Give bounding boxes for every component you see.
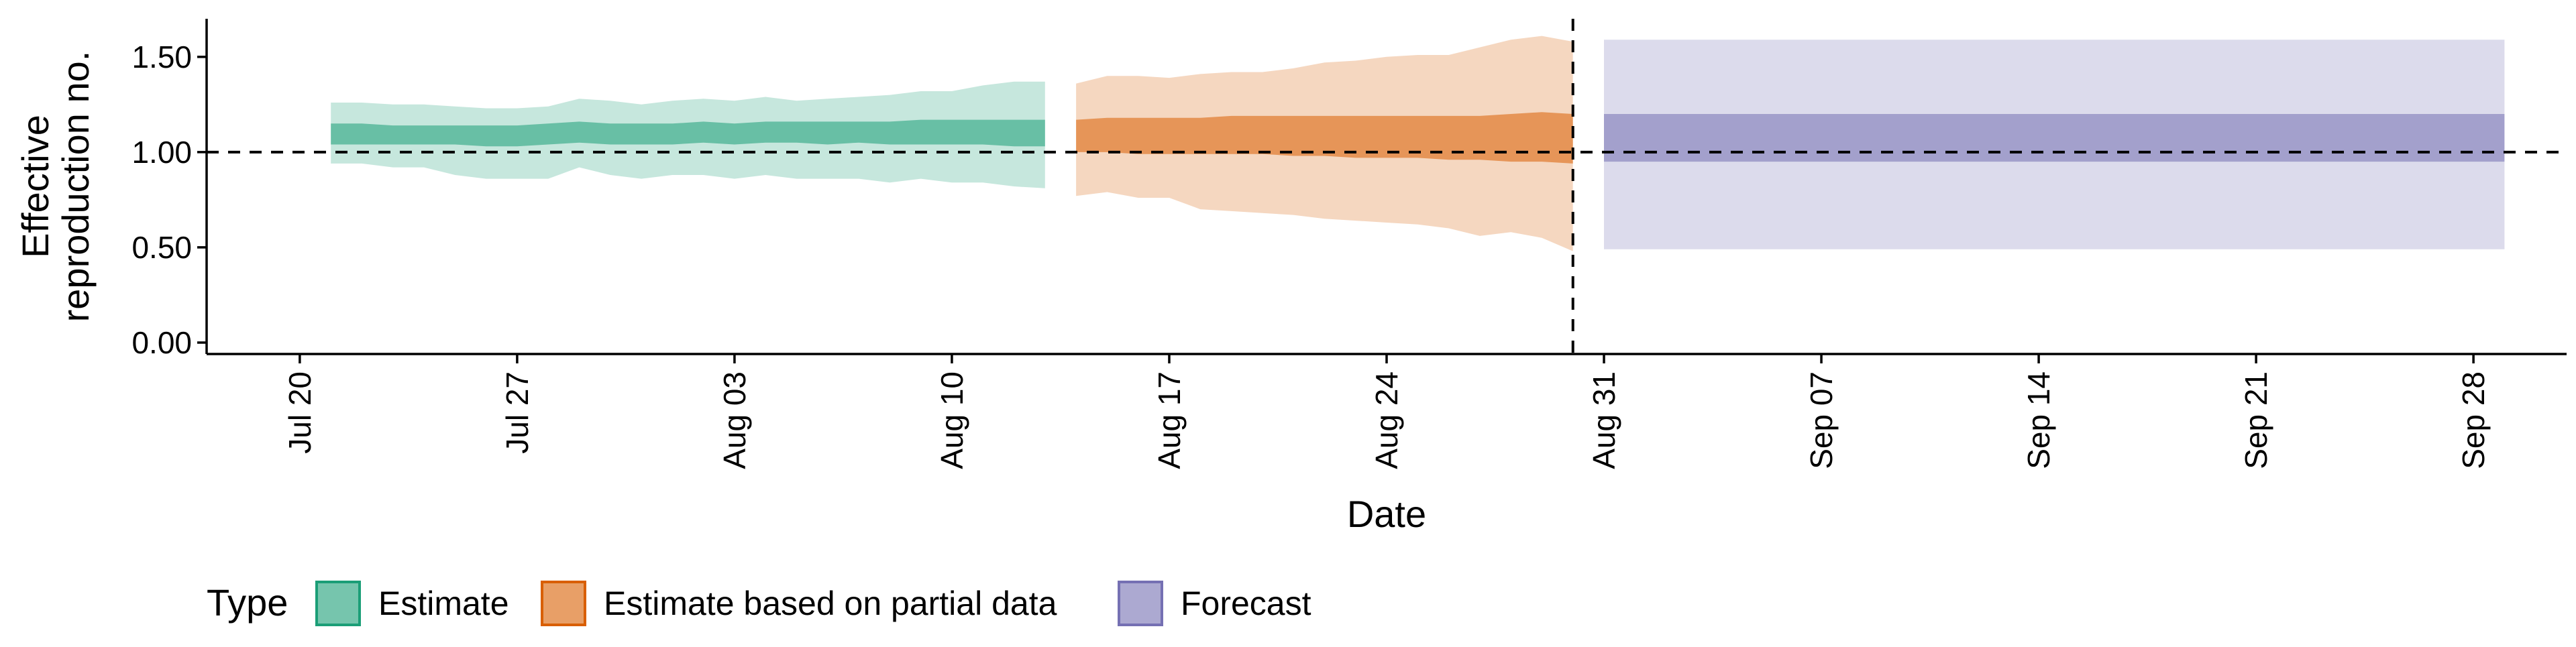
band-50-estimate (331, 119, 1045, 147)
legend-label-estimate: Estimate (378, 585, 509, 622)
x-axis-title: Date (1347, 493, 1426, 535)
legend-key-forecast (1118, 581, 1163, 626)
x-tick-label: Aug 10 (934, 371, 969, 469)
axes: 0.00 0.50 1.00 1.50 Jul 20 Jul 27 Aug 03 Aug 10… (14, 19, 2567, 535)
legend: Type Estimate Estimate based on partial da… (207, 581, 1311, 626)
y-tick-label: 1.00 (131, 135, 192, 170)
x-tick-label: Sep 28 (2456, 371, 2491, 469)
band-50-forecast (1604, 114, 2505, 162)
x-tick-label: Sep 07 (1804, 371, 1839, 469)
y-axis-title: Effectivereproduction no. (14, 51, 97, 322)
x-tick-label: Sep 14 (2021, 371, 2056, 469)
legend-label-forecast: Forecast (1181, 585, 1311, 622)
x-tick-label: Aug 24 (1369, 371, 1404, 469)
legend-key-estimate-based-on-partial-data (541, 581, 586, 626)
x-tick-label: Aug 17 (1152, 371, 1187, 469)
legend-label-estimate-based-on-partial-data: Estimate based on partial data (604, 585, 1057, 622)
reference-lines (207, 19, 2567, 354)
y-axis-title-line: Effective (14, 115, 56, 258)
y-tick-label: 1.50 (131, 40, 192, 74)
x-tick-label: Sep 21 (2239, 371, 2273, 469)
y-tick-label: 0.50 (131, 230, 192, 265)
bands-layer (331, 36, 2505, 251)
x-tick-label: Aug 31 (1587, 371, 1621, 469)
x-tick-label: Aug 03 (717, 371, 752, 469)
x-tick-label: Jul 20 (282, 371, 317, 454)
x-tick-label: Jul 27 (500, 371, 535, 454)
y-axis-title-line: reproduction no. (54, 51, 97, 322)
y-tick-label: 0.00 (131, 325, 192, 360)
legend-key-estimate (315, 581, 361, 626)
legend-title: Type (207, 581, 288, 624)
band-50-estimate-based-on-partial-data (1076, 112, 1573, 164)
